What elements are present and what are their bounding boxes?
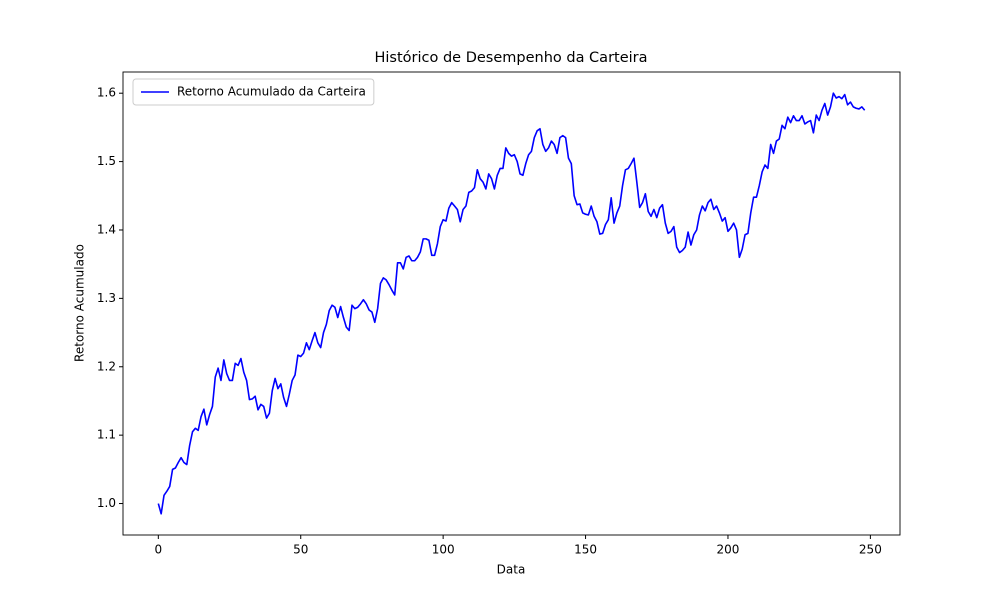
x-axis-label: Data	[497, 563, 526, 577]
y-axis-label: Retorno Acumulado	[73, 244, 87, 362]
x-tick-label: 50	[293, 543, 308, 557]
legend-box	[132, 78, 375, 106]
y-tick-label: 1.3	[97, 291, 116, 305]
legend: Retorno Acumulado da Carteira	[132, 78, 375, 106]
chart-title: Histórico de Desempenho da Carteira	[374, 50, 647, 66]
y-tick-label: 1.6	[97, 86, 116, 100]
x-tick-label: 150	[574, 543, 597, 557]
x-tick-label: 100	[432, 543, 455, 557]
legend-label: Retorno Acumulado da Carteira	[177, 85, 366, 99]
line-series	[157, 92, 866, 515]
y-tick-label: 1.2	[97, 359, 116, 373]
x-tick-label: 250	[859, 543, 882, 557]
y-tick-label: 1.5	[97, 154, 116, 168]
x-tick-label: 0	[154, 543, 162, 557]
y-tick-label: 1.4	[97, 222, 116, 236]
x-tick-label: 200	[717, 543, 740, 557]
axes-frame	[122, 71, 901, 536]
y-tick-label: 1.1	[97, 428, 116, 442]
y-tick-label: 1.0	[97, 496, 116, 510]
